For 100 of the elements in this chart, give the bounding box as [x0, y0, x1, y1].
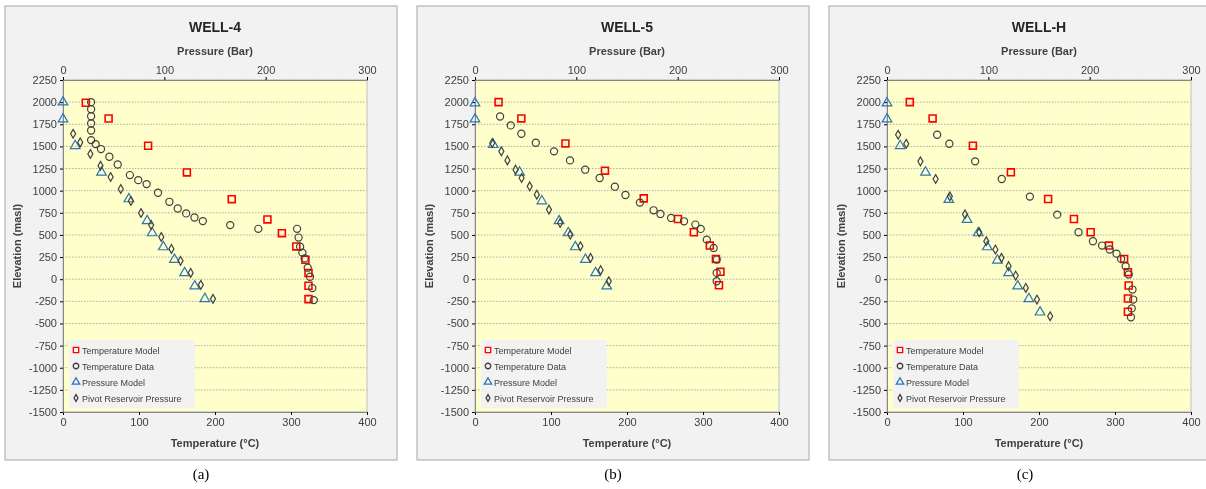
y-tick-label: 2000 [32, 96, 57, 109]
x-tick-label: 100 [542, 415, 561, 428]
x-tick-label: 400 [1182, 415, 1201, 428]
y-tick-label: 0 [874, 273, 881, 286]
chart-title: WELL-H [1011, 19, 1067, 35]
point [263, 215, 272, 224]
x2-tick-label: 0 [884, 64, 891, 76]
legend-label: Pressure Model [82, 377, 146, 388]
point [639, 194, 648, 203]
point [1104, 241, 1114, 250]
point [1086, 228, 1095, 237]
point [1126, 313, 1136, 322]
x-tick-label: 0 [472, 415, 479, 428]
point [696, 224, 705, 234]
x2-axis-title: Pressure (Bar) [1001, 45, 1078, 57]
x2-axis-title: Pressure (Bar) [177, 45, 254, 57]
x2-tick-label: 300 [770, 64, 789, 76]
x-tick-label: 300 [1106, 415, 1125, 428]
point [997, 174, 1006, 184]
y-tick-label: 500 [450, 228, 469, 241]
point [968, 141, 978, 150]
point [945, 139, 954, 148]
point [689, 228, 699, 237]
point [494, 97, 503, 107]
y-tick-label: -250 [446, 295, 469, 308]
legend-label: Temperature Data [906, 361, 979, 372]
chart-title: WELL-5 [600, 19, 654, 35]
y-tick-label: -250 [858, 295, 881, 308]
x-tick-label: 100 [130, 415, 149, 428]
y-tick-label: -500 [446, 317, 469, 330]
point [610, 182, 620, 191]
point [970, 157, 980, 166]
point [1069, 214, 1079, 224]
x-tick-label: 300 [282, 415, 301, 428]
y-tick-label: 1750 [32, 118, 57, 131]
y-tick-label: 1500 [32, 140, 57, 153]
point [226, 220, 235, 230]
y-tick-label: 750 [38, 206, 57, 219]
point [125, 170, 135, 180]
y-tick-label: 1250 [32, 162, 57, 175]
y-tick-label: 2250 [856, 74, 881, 87]
y-tick-label: -1500 [440, 406, 469, 419]
legend-label: Pivot Reservoir Pressure [82, 393, 182, 404]
text: (c) [1016, 466, 1034, 483]
point [86, 97, 96, 107]
y-tick-label: 500 [38, 228, 57, 241]
point [173, 204, 182, 213]
point [1124, 281, 1133, 290]
point [709, 243, 718, 253]
point [134, 175, 143, 185]
y-tick-label: 1500 [444, 140, 469, 153]
point [86, 119, 96, 128]
y-tick-label: -1000 [28, 361, 57, 374]
y-tick-label: -1500 [28, 406, 57, 419]
y-tick-label: 1750 [856, 118, 881, 131]
point [309, 295, 318, 305]
point [691, 220, 700, 229]
x2-tick-label: 300 [1182, 64, 1201, 76]
point [905, 97, 915, 107]
point [932, 130, 942, 139]
y-tick-label: 2000 [444, 96, 469, 109]
point [294, 233, 303, 242]
y-tick-label: -250 [34, 295, 57, 308]
x2-tick-label: 0 [472, 64, 479, 76]
x-tick-label: 0 [60, 415, 67, 428]
legend-label: Pressure Model [906, 377, 970, 388]
point [531, 138, 540, 147]
y-tick-label: -1250 [28, 383, 57, 396]
legend-label: Temperature Data [82, 361, 155, 372]
point [105, 152, 114, 161]
point [304, 294, 313, 304]
y-tick-label: 500 [862, 228, 881, 241]
point [635, 198, 645, 207]
point [143, 141, 153, 151]
y-tick-label: 250 [862, 251, 881, 264]
point [716, 267, 725, 277]
point [673, 214, 683, 224]
x-tick-label: 300 [694, 415, 713, 428]
y-tick-label: 250 [450, 251, 469, 264]
x2-tick-label: 100 [155, 64, 175, 76]
point [198, 216, 208, 226]
y-tick-label: 2250 [444, 74, 469, 87]
point [581, 165, 590, 174]
x2-tick-label: 0 [60, 64, 67, 76]
point [517, 129, 526, 138]
point [113, 160, 122, 169]
point [305, 272, 315, 281]
y-tick-label: -1250 [440, 383, 469, 396]
x2-tick-label: 100 [567, 64, 587, 76]
point [1121, 262, 1130, 271]
point [702, 235, 711, 244]
point [277, 228, 287, 238]
y-tick-label: 2250 [32, 74, 57, 87]
y-tick-label: -750 [446, 339, 469, 352]
point [1043, 194, 1053, 204]
legend-label: Temperature Model [82, 345, 160, 356]
point [227, 194, 236, 204]
point [679, 217, 689, 226]
point [153, 188, 163, 197]
point [649, 206, 658, 215]
